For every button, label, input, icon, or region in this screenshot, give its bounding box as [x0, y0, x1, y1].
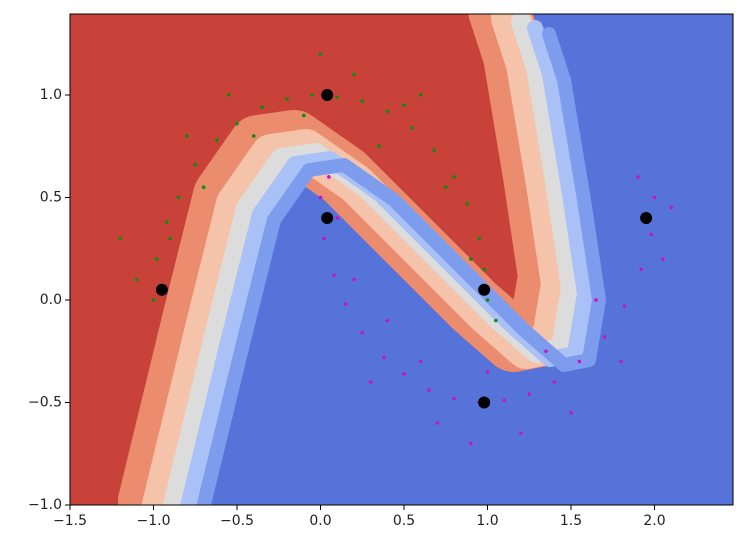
point [343, 302, 348, 306]
point [622, 304, 627, 308]
point [485, 298, 490, 302]
point [402, 371, 406, 376]
point [368, 380, 373, 384]
point [155, 257, 159, 261]
point [215, 138, 219, 142]
point [519, 431, 523, 436]
point [318, 195, 323, 200]
point [322, 236, 326, 241]
point [260, 105, 264, 110]
point [377, 144, 381, 149]
point [669, 205, 674, 210]
point [477, 236, 481, 241]
point [410, 125, 415, 130]
point [502, 398, 507, 403]
point [452, 396, 456, 401]
plot-frame [69, 13, 734, 506]
point [639, 267, 643, 272]
point [327, 175, 331, 179]
point [321, 211, 334, 224]
point [569, 410, 573, 415]
point [185, 134, 189, 138]
x-tick-label: 1.0 [476, 513, 498, 529]
x-tick-label: 1.5 [560, 513, 582, 529]
point [321, 88, 334, 101]
y-tick-label: −1.0 [28, 497, 62, 513]
point [469, 257, 473, 261]
x-tick-label: 0.0 [309, 513, 331, 529]
point [478, 283, 491, 296]
point [151, 298, 156, 302]
point [226, 93, 231, 97]
point [418, 93, 423, 97]
point [302, 113, 306, 118]
point [465, 201, 470, 206]
point [332, 273, 336, 278]
point [652, 195, 657, 200]
point [155, 283, 168, 296]
point [661, 257, 665, 261]
point [310, 93, 314, 97]
point [285, 97, 289, 101]
x-tick-label: −0.5 [220, 513, 254, 529]
point [435, 421, 440, 425]
point [251, 134, 256, 138]
point [352, 277, 356, 282]
point [478, 396, 491, 409]
point [485, 369, 490, 374]
point [176, 195, 181, 200]
point [619, 359, 623, 364]
point [649, 232, 653, 237]
y-tick-label: 0.5 [40, 189, 62, 205]
point [385, 318, 390, 323]
point [577, 359, 582, 364]
point [335, 95, 340, 99]
point [382, 355, 386, 360]
point [494, 318, 498, 323]
x-tick-label: −1.5 [53, 513, 87, 529]
point [432, 148, 436, 153]
point [527, 392, 532, 397]
point [135, 277, 139, 282]
point [452, 175, 456, 179]
point [469, 441, 473, 446]
point [636, 175, 640, 179]
point [193, 162, 198, 167]
y-tick-label: 0.0 [40, 292, 62, 308]
point [402, 103, 406, 108]
point [443, 185, 448, 190]
y-tick-label: 1.0 [40, 87, 62, 103]
x-tick-label: 2.0 [643, 513, 665, 529]
point [352, 72, 356, 77]
x-tick-label: −1.0 [137, 513, 171, 529]
point [360, 330, 365, 335]
point [360, 99, 365, 103]
point [552, 380, 557, 384]
point [602, 335, 607, 339]
point [201, 185, 206, 190]
point [544, 349, 548, 354]
point [594, 298, 598, 302]
x-tick-label: 0.5 [393, 513, 415, 529]
point [385, 109, 390, 114]
y-tick-label: −0.5 [28, 394, 62, 410]
point [168, 236, 173, 241]
decision-surface [70, 14, 733, 505]
point [235, 121, 239, 126]
point [165, 220, 169, 224]
point [335, 216, 340, 220]
point [418, 359, 423, 364]
point [318, 52, 323, 56]
point [640, 211, 653, 224]
point [482, 267, 486, 272]
point [118, 236, 122, 241]
point [427, 388, 431, 392]
